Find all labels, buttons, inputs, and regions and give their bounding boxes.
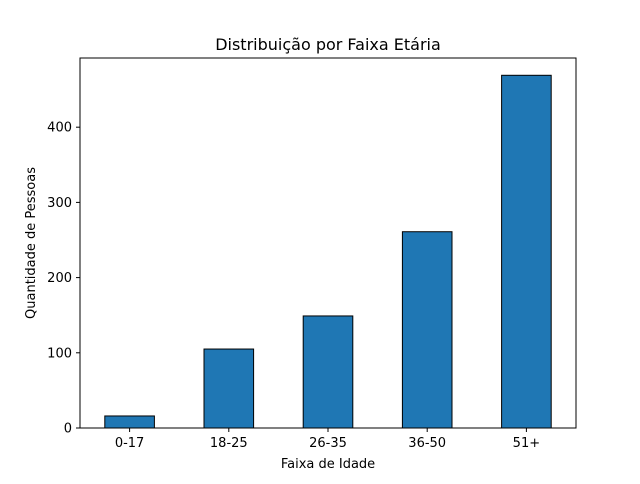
bar-18-25 [203,348,255,429]
x-tick-label: 36-50 [408,436,446,451]
y-tick-label: 200 [47,271,72,286]
x-tick-label: 51+ [513,436,540,451]
x-axis-label: Faixa de Idade [281,457,375,472]
ticks-layer: 0-17 18-25 26-35 36-50 51+ 0 100 200 300 400 [47,121,540,451]
y-axis-label: Quantidade de Pessoas [24,167,39,319]
y-tick-label: 100 [47,346,72,361]
bar-0-17 [104,415,155,429]
y-tick-label: 400 [47,121,72,136]
bar-26-35 [302,315,354,429]
bar-36-50 [401,231,453,429]
x-tick-label: 0-17 [115,436,145,451]
bar-51+ [501,74,552,429]
x-tick-label: 26-35 [309,436,347,451]
bars-layer [104,74,552,429]
y-tick-label: 300 [47,196,72,211]
plot-area-frame [79,57,577,429]
y-tick-label: 0 [64,422,72,437]
x-tick-label: 18-25 [210,436,248,451]
chart-title: Distribuição por Faixa Etária [215,35,441,54]
